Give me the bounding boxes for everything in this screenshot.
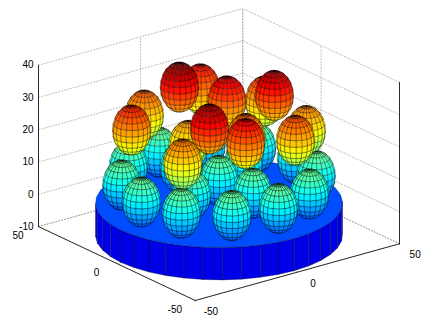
svg-text:-50: -50 (168, 304, 183, 315)
svg-text:30: 30 (22, 92, 34, 103)
svg-text:-50: -50 (204, 306, 219, 317)
svg-text:50: 50 (410, 249, 422, 260)
svg-text:-10: -10 (19, 221, 34, 232)
svg-text:10: 10 (22, 156, 34, 167)
svg-text:50: 50 (13, 230, 25, 241)
svg-text:40: 40 (22, 59, 34, 70)
svg-text:0: 0 (28, 189, 34, 200)
svg-text:0: 0 (310, 278, 316, 289)
svg-text:20: 20 (22, 124, 34, 135)
svg-text:0: 0 (94, 267, 100, 278)
